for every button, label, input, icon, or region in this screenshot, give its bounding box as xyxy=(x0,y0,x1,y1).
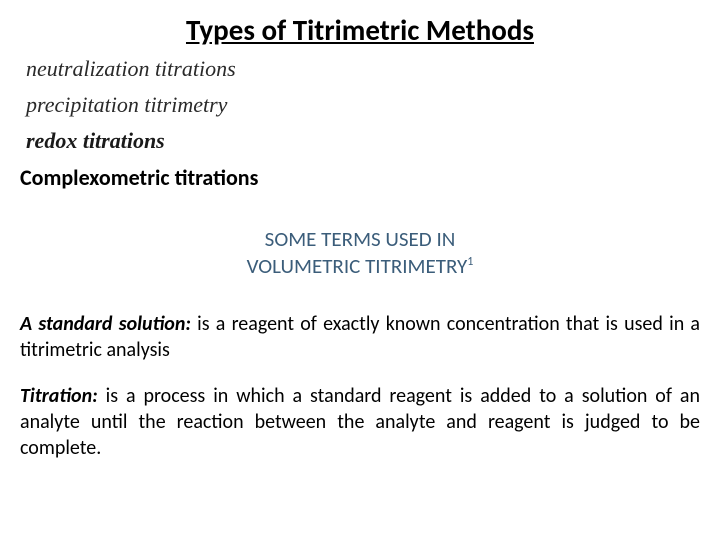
term-standard-solution: A standard solution: xyxy=(20,312,191,336)
subheader-line1: SOME TERMS USED IN xyxy=(265,226,456,252)
definition-titration: Titration: is a process in which a stand… xyxy=(20,383,700,461)
definition-standard-solution: A standard solution: is a reagent of exa… xyxy=(20,311,700,363)
method-redox: redox titrations xyxy=(20,128,700,154)
text-titration: is a process in which a standard reagent… xyxy=(20,384,700,460)
method-neutralization: neutralization titrations xyxy=(20,56,700,82)
method-precipitation: precipitation titrimetry xyxy=(20,92,700,118)
section-subheader: SOME TERMS USED IN VOLUMETRIC TITRIMETRY… xyxy=(20,226,700,281)
subheader-superscript: 1 xyxy=(467,255,473,269)
term-titration: Titration: xyxy=(20,384,98,408)
page-title: Types of Titrimetric Methods xyxy=(20,12,700,48)
method-complexometric: Complexometric titrations xyxy=(20,164,700,191)
subheader-line2: VOLUMETRIC TITRIMETRY xyxy=(247,253,468,279)
